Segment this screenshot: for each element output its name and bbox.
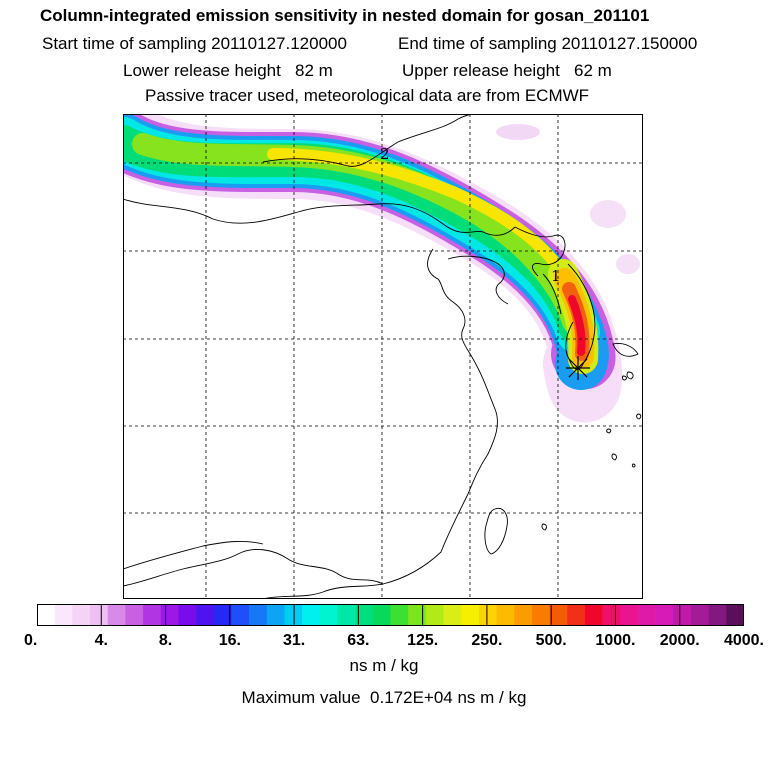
colorbar-swatch: [284, 604, 303, 626]
graticule: [123, 114, 643, 599]
coastlines: [123, 114, 642, 599]
colorbar-swatch: [231, 604, 250, 626]
end-time-label: End time of sampling 20110127.150000: [398, 34, 698, 53]
colorbar-swatch: [213, 604, 232, 626]
colorbar-swatch: [408, 604, 427, 626]
colorbar-swatch: [90, 604, 109, 626]
colorbar-swatch: [620, 604, 639, 626]
colorbar-swatch: [514, 604, 533, 626]
colorbar-tick-label: 1000.: [595, 632, 636, 649]
tracer-note: Passive tracer used, meteorological data…: [145, 86, 590, 105]
colorbar-swatch: [655, 604, 674, 626]
colorbar-swatch: [319, 604, 338, 626]
colorbar-tick-label: 31.: [282, 632, 306, 649]
colorbar-swatch: [549, 604, 568, 626]
colorbar-swatch: [690, 604, 709, 626]
colorbar-tick-label: 500.: [535, 632, 567, 649]
colorbar-tick-label: 0.: [24, 632, 38, 649]
colorbar-swatch: [584, 604, 603, 626]
colorbar-swatch: [125, 604, 144, 626]
colorbar-swatch: [372, 604, 391, 626]
colorbar-swatch: [54, 604, 73, 626]
colorbar-tick-label: 4.: [94, 632, 108, 649]
colorbar-swatch: [266, 604, 285, 626]
colorbar-swatch: [531, 604, 550, 626]
colorbar-swatch: [602, 604, 621, 626]
colorbar-swatch: [637, 604, 656, 626]
start-time-label: Start time of sampling 20110127.120000: [42, 34, 347, 53]
colorbar-swatch: [72, 604, 91, 626]
colorbar-swatch: [249, 604, 268, 626]
colorbar-tick-label: 250.: [471, 632, 503, 649]
colorbar-swatch: [160, 604, 179, 626]
plume-marker-1: 1: [551, 267, 561, 285]
plot-title: Column-integrated emission sensitivity i…: [40, 6, 650, 25]
colorbar-swatch: [443, 604, 462, 626]
colorbar-swatch: [726, 604, 744, 626]
colorbar-swatch: [302, 604, 321, 626]
colorbar: [37, 604, 744, 626]
colorbar-swatch: [37, 604, 55, 626]
colorbar-swatch: [478, 604, 497, 626]
colorbar-swatch: [390, 604, 409, 626]
colorbar-swatch: [196, 604, 215, 626]
star-icon: [566, 356, 590, 380]
colorbar-tick-label: 16.: [218, 632, 241, 649]
colorbar-swatch: [673, 604, 692, 626]
colorbar-swatch: [143, 604, 162, 626]
colorbar-swatch: [355, 604, 374, 626]
colorbar-tick-label: 2000.: [659, 632, 700, 649]
colorbar-tick-label: 4000.: [723, 632, 764, 649]
colorbar-border: [37, 604, 744, 626]
colorbar-swatch: [461, 604, 480, 626]
sensitivity-map: 2 1: [123, 114, 643, 599]
colorbar-swatch: [708, 604, 727, 626]
colorbar-swatch: [178, 604, 197, 626]
colorbar-swatch: [567, 604, 586, 626]
upper-release-height-label: Upper release height 62 m: [402, 61, 612, 80]
plume-marker-2: 2: [380, 145, 390, 163]
colorbar-swatch: [337, 604, 356, 626]
colorbar-tick-label: 125.: [407, 632, 439, 649]
colorbar-swatch: [107, 604, 126, 626]
lower-release-height-label: Lower release height 82 m: [123, 61, 333, 80]
colorbar-swatch: [425, 604, 444, 626]
colorbar-tick-label: 8.: [158, 632, 173, 649]
maximum-value-label: Maximum value 0.172E+04 ns m / kg: [241, 688, 527, 707]
colorbar-swatch: [496, 604, 515, 626]
colorbar-unit: ns m / kg: [349, 656, 419, 675]
colorbar-tick-label: 63.: [347, 632, 370, 649]
